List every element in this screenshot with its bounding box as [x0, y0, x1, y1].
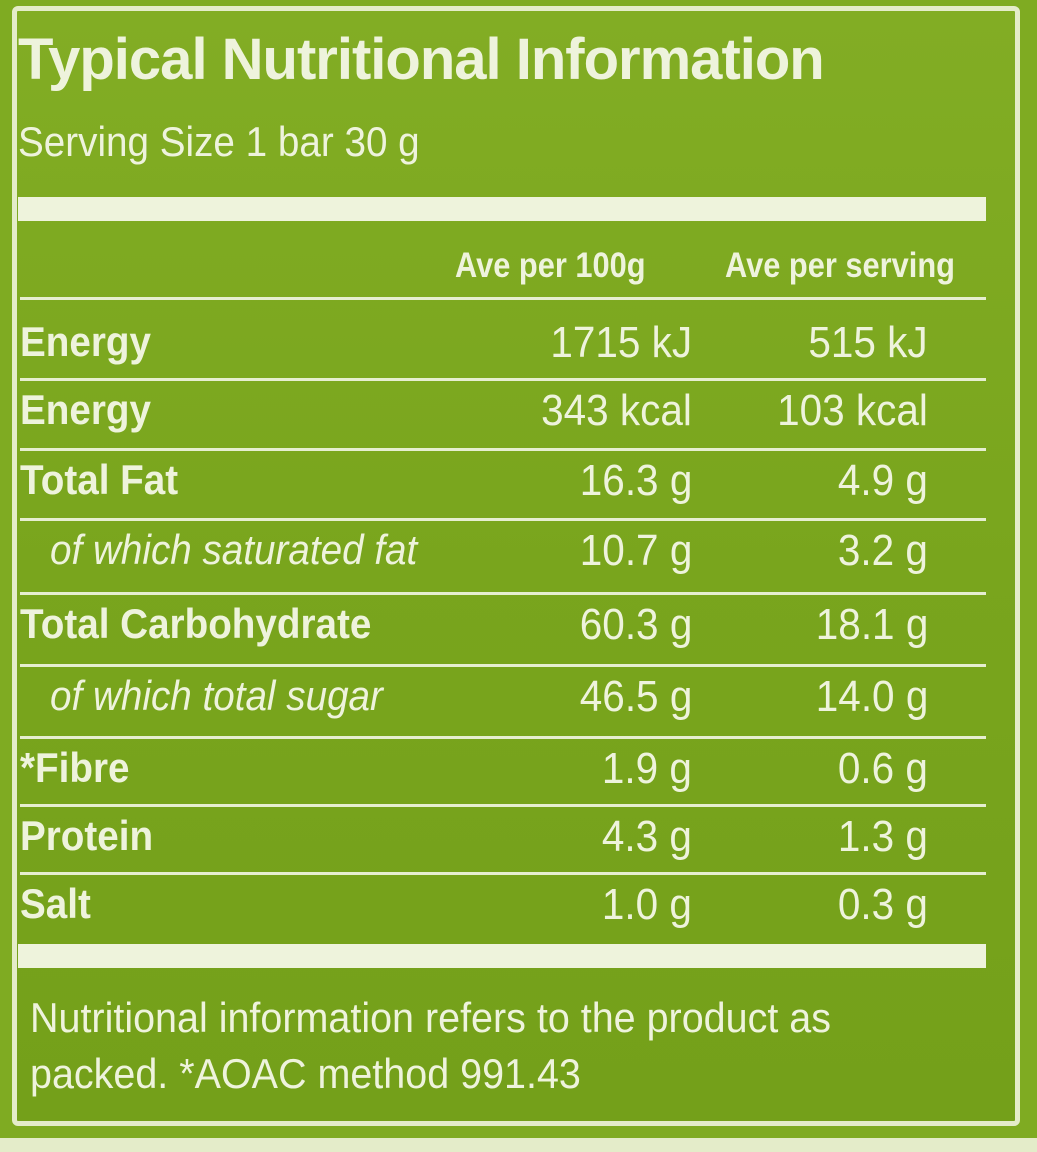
value-per-serving: 103 kcal: [777, 386, 928, 435]
nutrient-name: Protein: [20, 812, 154, 859]
header-divider: [20, 297, 986, 300]
value-per-serving: 0.3 g: [837, 880, 928, 929]
footnote: Nutritional information refers to the pr…: [30, 994, 831, 1097]
label-title: Typical Nutritional Information: [18, 27, 825, 92]
nutrient-name: of which saturated fat: [50, 526, 418, 573]
table-row: Total Carbohydrate 60.3 g 18.1 g: [0, 594, 1000, 666]
nutrient-name: Energy: [20, 318, 151, 365]
value-per-100g: 46.5 g: [579, 672, 692, 721]
value-per-100g: 343 kcal: [541, 386, 692, 435]
table-row: Protein 4.3 g 1.3 g: [0, 806, 1000, 874]
value-per-100g: 16.3 g: [579, 456, 692, 505]
value-per-serving: 18.1 g: [815, 600, 928, 649]
table-row: of which total sugar 46.5 g 14.0 g: [0, 666, 1000, 738]
top-divider-bar: [18, 197, 986, 221]
value-per-serving: 1.3 g: [837, 812, 928, 861]
row-divider: [20, 518, 986, 521]
table-row: Salt 1.0 g 0.3 g: [0, 874, 1000, 944]
value-per-100g: 1.0 g: [601, 880, 692, 929]
table-row: Total Fat 16.3 g 4.9 g: [0, 450, 1000, 520]
column-header-per-serving: Ave per serving: [725, 246, 955, 285]
bottom-divider-bar: [18, 944, 986, 968]
serving-size: Serving Size 1 bar 30 g: [18, 118, 420, 165]
table-row: *Fibre 1.9 g 0.6 g: [0, 738, 1000, 806]
row-divider: [20, 804, 986, 807]
value-per-100g: 1.9 g: [601, 744, 692, 793]
nutrition-panel: [12, 6, 1020, 1126]
nutrient-name: Salt: [20, 880, 91, 927]
value-per-100g: 1715 kJ: [550, 318, 692, 367]
table-row: Energy 343 kcal 103 kcal: [0, 380, 1000, 450]
row-divider: [20, 378, 986, 381]
nutrient-name: Total Carbohydrate: [20, 600, 372, 647]
row-divider: [20, 736, 986, 739]
nutrient-name: *Fibre: [20, 744, 130, 791]
row-divider: [20, 592, 986, 595]
row-divider: [20, 448, 986, 451]
value-per-serving: 0.6 g: [837, 744, 928, 793]
bottom-border-strip: [0, 1138, 1037, 1152]
value-per-serving: 515 kJ: [808, 318, 928, 367]
row-divider: [20, 872, 986, 875]
nutrient-name: Energy: [20, 386, 151, 433]
nutrient-name: of which total sugar: [50, 672, 383, 719]
row-divider: [20, 664, 986, 667]
value-per-100g: 4.3 g: [601, 812, 692, 861]
column-header-per-100g: Ave per 100g: [455, 246, 646, 285]
table-row: of which saturated fat 10.7 g 3.2 g: [0, 520, 1000, 594]
value-per-serving: 4.9 g: [837, 456, 928, 505]
value-per-100g: 60.3 g: [579, 600, 692, 649]
value-per-serving: 3.2 g: [837, 526, 928, 575]
table-row: Energy 1715 kJ 515 kJ: [0, 312, 1000, 380]
value-per-100g: 10.7 g: [579, 526, 692, 575]
nutrient-name: Total Fat: [20, 456, 179, 503]
value-per-serving: 14.0 g: [815, 672, 928, 721]
